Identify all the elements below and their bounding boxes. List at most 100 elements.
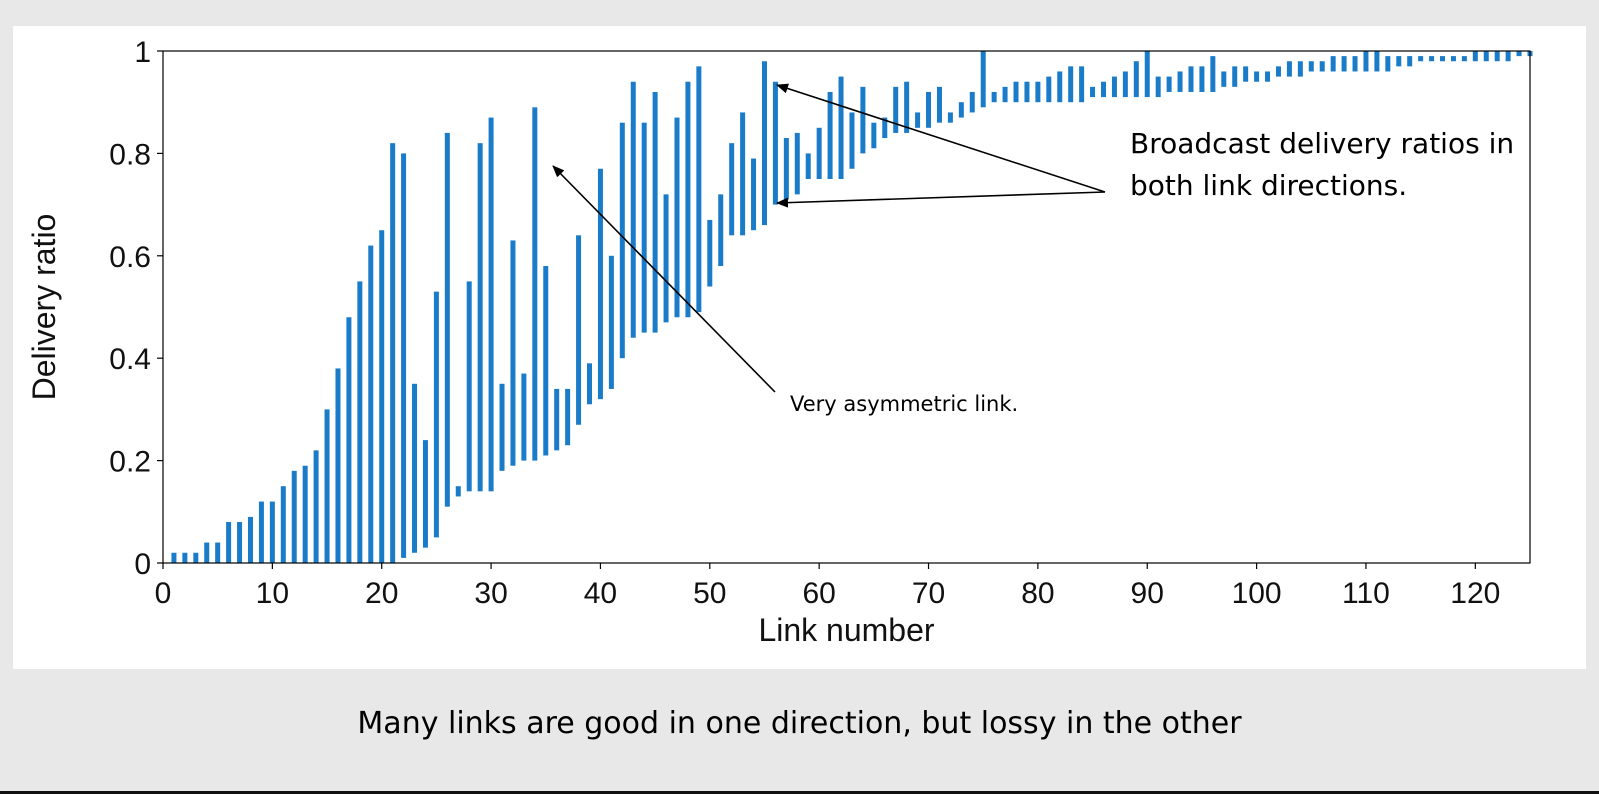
bar-link-86 — [1100, 81, 1106, 98]
figure-panel: 0 10 20 30 40 50 60 70 80 90 100 110 120 0 0.2 0.4 0.6 0… — [13, 26, 1586, 669]
bar-link-85 — [1090, 86, 1096, 98]
y-tick-label: 0.4 — [109, 343, 151, 376]
bar-link-105 — [1308, 61, 1314, 72]
bar-link-119 — [1461, 56, 1467, 62]
bar-series — [171, 51, 1533, 563]
bar-link-90 — [1144, 51, 1150, 98]
bar-link-114 — [1407, 56, 1413, 67]
bar-link-65 — [871, 122, 877, 149]
bar-link-116 — [1429, 56, 1435, 62]
bar-link-7 — [237, 522, 243, 563]
bar-link-30 — [488, 117, 494, 492]
bar-link-61 — [827, 91, 833, 179]
x-tick-label: 120 — [1450, 577, 1500, 610]
bar-link-120 — [1472, 51, 1478, 62]
bar-link-55 — [761, 61, 767, 226]
bar-link-71 — [936, 86, 942, 123]
bar-link-31 — [499, 383, 505, 471]
bar-link-74 — [969, 91, 975, 113]
annotation-broadcast-line2: both link directions. — [1130, 169, 1407, 202]
bar-link-77 — [1002, 86, 1008, 103]
bar-link-19 — [368, 245, 374, 563]
arrow-broadcast-lower — [776, 191, 1106, 208]
bar-link-49 — [696, 66, 702, 313]
y-tick-label: 0.8 — [109, 138, 151, 171]
bar-link-11 — [280, 486, 286, 563]
bar-link-8 — [247, 516, 253, 563]
bar-link-48 — [685, 81, 691, 318]
bar-link-95 — [1199, 66, 1205, 92]
arrow-broadcast-upper — [776, 83, 1106, 193]
x-tick-label: 80 — [1021, 577, 1054, 610]
bar-link-27 — [455, 486, 461, 497]
x-tick-label: 40 — [584, 577, 617, 610]
bar-link-36 — [554, 388, 560, 451]
bar-link-72 — [947, 112, 953, 123]
bar-link-44 — [641, 122, 647, 333]
bar-link-51 — [718, 194, 724, 267]
bar-link-16 — [335, 368, 341, 563]
bar-link-81 — [1046, 76, 1052, 103]
bar-link-111 — [1374, 51, 1380, 72]
plot-frame — [162, 50, 1531, 564]
y-tick-label: 0 — [134, 548, 151, 581]
x-tick-label: 30 — [474, 577, 507, 610]
bar-link-34 — [532, 107, 538, 461]
delivery-ratio-chart: 0 10 20 30 40 50 60 70 80 90 100 110 120 00.20.40.60… — [26, 36, 1533, 648]
bar-link-92 — [1166, 76, 1172, 92]
x-tick-label: 50 — [693, 577, 726, 610]
x-tick-label: 60 — [802, 577, 835, 610]
bar-link-76 — [991, 91, 997, 103]
annotation-asymmetric: Very asymmetric link. — [790, 392, 1018, 416]
x-tick-label: 10 — [256, 577, 289, 610]
bar-link-66 — [882, 117, 888, 139]
bar-link-107 — [1330, 56, 1336, 72]
bar-link-80 — [1035, 81, 1041, 103]
bar-link-15 — [324, 409, 330, 563]
bar-link-3 — [193, 552, 199, 563]
bar-link-110 — [1363, 51, 1369, 72]
bar-link-17 — [346, 317, 352, 563]
bar-link-35 — [543, 266, 549, 456]
bar-link-10 — [269, 501, 275, 563]
bar-link-21 — [390, 143, 396, 563]
x-axis-title: Link number — [758, 612, 934, 648]
bar-link-79 — [1024, 81, 1030, 103]
x-tick-label: 100 — [1232, 577, 1282, 610]
bar-link-75 — [980, 51, 986, 108]
bar-link-70 — [926, 91, 932, 128]
bar-link-118 — [1450, 56, 1456, 62]
bar-link-82 — [1057, 71, 1063, 103]
bar-link-52 — [729, 143, 735, 236]
bar-link-37 — [565, 388, 571, 446]
bar-link-4 — [204, 542, 210, 563]
bar-link-14 — [313, 450, 319, 563]
bar-link-78 — [1013, 81, 1019, 103]
bar-link-99 — [1243, 66, 1249, 82]
bar-link-98 — [1232, 66, 1238, 87]
bar-link-89 — [1133, 61, 1139, 98]
bar-link-73 — [958, 102, 964, 118]
x-tick-label: 110 — [1342, 577, 1390, 610]
x-tick-label: 70 — [912, 577, 945, 610]
bar-link-6 — [226, 522, 232, 563]
bar-link-102 — [1275, 66, 1281, 77]
bar-link-112 — [1385, 56, 1391, 72]
bar-link-25 — [433, 291, 439, 538]
y-tick-label: 0.6 — [109, 241, 151, 274]
bar-link-101 — [1265, 71, 1271, 82]
bar-link-42 — [619, 122, 625, 359]
slide-caption: Many links are good in one direction, bu… — [357, 706, 1242, 741]
bar-link-106 — [1319, 61, 1325, 72]
x-tick-label: 20 — [365, 577, 398, 610]
bar-link-59 — [805, 153, 811, 179]
x-tick-label: 90 — [1131, 577, 1164, 610]
bar-link-29 — [477, 143, 483, 492]
bar-link-38 — [576, 235, 582, 425]
bar-link-56 — [772, 81, 778, 205]
bar-link-64 — [860, 86, 866, 154]
bar-link-20 — [379, 230, 385, 563]
y-axis: 0 0.2 0.4 0.6 0.8 1 — [109, 36, 163, 581]
bar-link-5 — [215, 542, 221, 563]
bar-link-50 — [707, 219, 713, 287]
